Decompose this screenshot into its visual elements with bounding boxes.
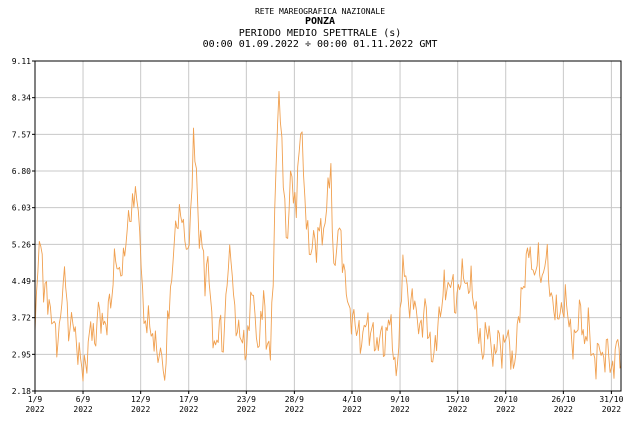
x-tick-year: 2022 bbox=[554, 405, 573, 414]
series-layer bbox=[34, 90, 622, 382]
x-tick-year: 2022 bbox=[448, 405, 467, 414]
station-title: PONZA bbox=[304, 16, 336, 27]
y-tick-label: 2.95 bbox=[12, 350, 31, 359]
grid bbox=[34, 60, 621, 392]
x-tick-label: 23/9 bbox=[237, 395, 256, 404]
x-tick-label: 20/10 bbox=[494, 395, 518, 404]
y-tick-label: 4.49 bbox=[12, 277, 31, 286]
x-tick-label: 4/10 bbox=[342, 395, 361, 404]
x-tick-year: 2022 bbox=[179, 405, 198, 414]
x-tick-label: 15/10 bbox=[446, 395, 470, 404]
x-tick-year: 2022 bbox=[25, 405, 44, 414]
y-tick-label: 6.80 bbox=[12, 167, 31, 176]
y-axis-ticks: 2.18 2.95 3.72 4.49 5.26 6.03 6.80 7.57 8.34 9.11 bbox=[12, 57, 35, 396]
y-tick-label: 3.72 bbox=[12, 314, 31, 323]
period-subtitle: 00:00 01.09.2022 ÷ 00:00 01.11.2022 GMT bbox=[202, 39, 438, 50]
y-tick-label: 8.34 bbox=[12, 94, 31, 103]
parameter-title: PERIODO MEDIO SPETTRALE (s) bbox=[238, 28, 402, 39]
x-tick-year: 2022 bbox=[73, 405, 92, 414]
x-tick-label: 12/9 bbox=[131, 395, 150, 404]
x-tick-label: 1/9 bbox=[28, 395, 43, 404]
network-title: RETE MAREOGRAFICA NAZIONALE bbox=[254, 7, 386, 16]
x-tick-label: 26/10 bbox=[551, 395, 575, 404]
y-tick-label: 5.26 bbox=[12, 240, 31, 249]
x-axis-ticks: 1/920226/9202212/9202217/9202223/9202228… bbox=[25, 391, 624, 414]
x-tick-label: 6/9 bbox=[76, 395, 91, 404]
x-tick-year: 2022 bbox=[285, 405, 304, 414]
y-tick-label: 2.18 bbox=[12, 387, 31, 396]
x-tick-label: 17/9 bbox=[179, 395, 198, 404]
x-tick-label: 9/10 bbox=[390, 395, 409, 404]
x-tick-year: 2022 bbox=[602, 405, 621, 414]
series-line bbox=[34, 90, 622, 382]
x-tick-label: 28/9 bbox=[285, 395, 304, 404]
y-tick-label: 6.03 bbox=[12, 204, 31, 213]
x-tick-year: 2022 bbox=[342, 405, 361, 414]
x-tick-year: 2022 bbox=[131, 405, 150, 414]
x-tick-year: 2022 bbox=[496, 405, 515, 414]
x-tick-label: 31/10 bbox=[599, 395, 623, 404]
y-tick-label: 9.11 bbox=[12, 57, 31, 66]
x-tick-year: 2022 bbox=[237, 405, 256, 414]
x-tick-year: 2022 bbox=[390, 405, 409, 414]
y-tick-label: 7.57 bbox=[12, 130, 31, 139]
plot-frame bbox=[34, 60, 622, 392]
